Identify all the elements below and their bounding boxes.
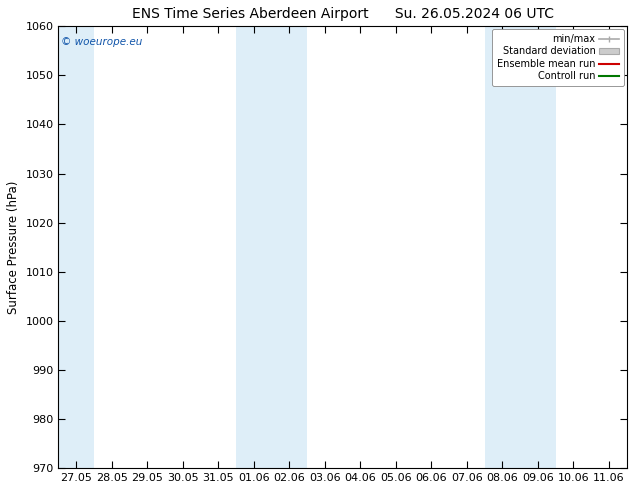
Legend: min/max, Standard deviation, Ensemble mean run, Controll run: min/max, Standard deviation, Ensemble me… [492,29,624,86]
Bar [236,26,307,468]
Text: © woeurope.eu: © woeurope.eu [61,37,143,48]
Title: ENS Time Series Aberdeen Airport      Su. 26.05.2024 06 UTC: ENS Time Series Aberdeen Airport Su. 26.… [131,7,553,21]
Bar [58,26,94,468]
Bar [484,26,555,468]
Y-axis label: Surface Pressure (hPa): Surface Pressure (hPa) [7,180,20,314]
